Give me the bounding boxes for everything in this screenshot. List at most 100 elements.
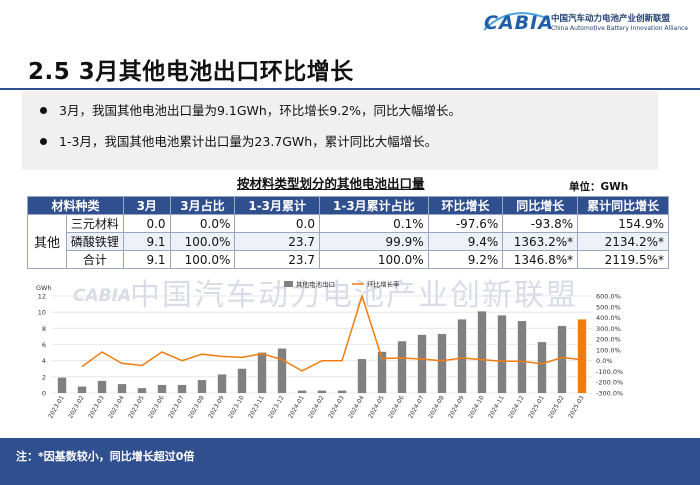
y2-tick-label: 100.0% <box>596 346 621 354</box>
table-cell: 1363.2%* <box>502 232 579 251</box>
bar <box>457 319 467 393</box>
x-tick-label: 2023-08 <box>187 394 206 419</box>
x-tick-label: 2023-12 <box>267 394 286 419</box>
footer-bar: 注：*因基数较小，同比增长超过0倍 <box>0 438 700 485</box>
bar <box>217 374 227 393</box>
x-tick-label: 2025-02 <box>547 394 566 419</box>
x-tick-label: 2024-04 <box>347 394 366 419</box>
y2-tick-label: 600.0% <box>596 293 621 301</box>
x-tick-label: 2023-09 <box>207 394 226 419</box>
y-tick-label: 12 <box>38 293 46 301</box>
logo-en-text: China Automotive Battery Innovation Alli… <box>551 25 689 32</box>
y-tick-label: 0 <box>42 390 46 398</box>
table-cell: 0.0 <box>122 214 171 233</box>
x-tick-label: 2023-03 <box>87 394 106 419</box>
y2-tick-label: -300.0% <box>596 390 623 398</box>
bar <box>577 319 587 393</box>
x-tick-label: 2024-11 <box>487 394 506 419</box>
bar <box>57 377 67 393</box>
legend-label: 环比增长率 <box>367 280 400 289</box>
bar <box>537 342 547 393</box>
y2-tick-label: -100.0% <box>596 368 623 376</box>
table-header-cell: 3月占比 <box>169 196 236 215</box>
logo-mark: CABIA <box>484 12 554 34</box>
table-row: 其他 三元材料 0.0 0.0% 0.0 0.1% -97.6% -93.8% … <box>27 214 669 269</box>
x-tick-label: 2024-07 <box>407 394 426 419</box>
y-tick-label: 10 <box>38 309 46 317</box>
y2-tick-label: 400.0% <box>596 314 621 322</box>
footer-note: 注：*因基数较小，同比增长超过0倍 <box>16 450 195 463</box>
x-tick-label: 2024-01 <box>287 394 306 419</box>
y-tick-label: 4 <box>42 357 46 365</box>
table-cell: -97.6% <box>427 214 504 233</box>
x-tick-label: 2024-08 <box>427 394 446 419</box>
bar <box>77 386 87 393</box>
bar <box>137 388 147 393</box>
bullet-panel: 3月，我国其他电池出口量为9.1GWh，环比增长9.2%，同比大幅增长。 1-3… <box>22 91 658 170</box>
bar <box>157 384 167 393</box>
x-tick-label: 2023-11 <box>247 394 266 419</box>
table-cell: 0.0% <box>169 214 236 233</box>
table-cell: 9.1 <box>122 250 171 269</box>
table-row: 合计 9.1 100.0% 23.7 100.0% 9.2% 1346.8%* … <box>28 250 669 269</box>
bar <box>477 311 487 393</box>
table-cell: 100.0% <box>319 250 429 269</box>
bullet-item: 1-3月，我国其他电池累计出口量为23.7GWh，累计同比大幅增长。 <box>40 131 437 150</box>
logo-cn-text: 中国汽车动力电池产业创新联盟 <box>551 14 671 24</box>
bar <box>397 341 407 393</box>
x-tick-label: 2024-12 <box>507 394 526 419</box>
x-tick-label: 2023-07 <box>167 394 186 419</box>
logo-swoosh-icon <box>483 12 547 31</box>
table-cell: 合计 <box>65 250 124 269</box>
bullet-item: 3月，我国其他电池出口量为9.1GWh，环比增长9.2%，同比大幅增长。 <box>40 100 461 119</box>
table-cell: 1346.8%* <box>502 250 579 269</box>
x-tick-label: 2023-01 <box>47 394 66 419</box>
x-tick-label: 2024-03 <box>327 394 346 419</box>
table-header-cell: 同比增长 <box>502 196 579 215</box>
x-tick-label: 2025-03 <box>567 394 586 419</box>
bar <box>437 333 447 393</box>
x-tick-label: 2024-05 <box>367 394 386 419</box>
bullet-dot-icon <box>40 138 47 145</box>
cabia-logo: CABIA 中国汽车动力电池产业创新联盟 China Automotive Ba… <box>483 10 694 38</box>
table-cell: 23.7 <box>234 232 321 251</box>
bar <box>237 368 247 393</box>
bar <box>337 390 347 393</box>
bar <box>97 380 107 393</box>
bullet-text: 3月，我国其他电池出口量为9.1GWh，环比增长9.2%，同比大幅增长。 <box>59 103 462 118</box>
header-bar: CABIA 中国汽车动力电池产业创新联盟 China Automotive Ba… <box>0 0 700 46</box>
x-tick-label: 2023-04 <box>107 394 126 419</box>
legend-swatch-bar <box>284 281 293 287</box>
table-cell: -93.8% <box>502 214 579 233</box>
page-title: 2.5 3月其他电池出口环比增长 <box>28 59 354 85</box>
bullet-text: 1-3月，我国其他电池累计出口量为23.7GWh，累计同比大幅增长。 <box>59 134 438 149</box>
y2-tick-label: -200.0% <box>596 379 623 387</box>
title-divider <box>0 88 700 90</box>
table-row: 磷酸铁锂 9.1 100.0% 23.7 99.9% 9.4% 1363.2%*… <box>28 232 669 251</box>
x-tick-label: 2023-10 <box>227 394 246 419</box>
table-cell: 100.0% <box>169 250 236 269</box>
bar <box>557 325 567 393</box>
y-tick-label: 8 <box>42 325 46 333</box>
bar <box>297 390 307 393</box>
x-tick-label: 2023-05 <box>127 394 146 419</box>
x-tick-label: 2023-06 <box>147 394 166 419</box>
bar <box>177 384 187 393</box>
y-axis-label: GWh <box>36 284 52 292</box>
table-cell: 0.1% <box>319 214 429 233</box>
table-header-row: 材料种类 3月 3月占比 1-3月累计 1-3月累计占比 环比增长 同比增长 累… <box>27 196 669 215</box>
x-tick-label: 2024-10 <box>467 394 486 419</box>
bar <box>317 390 327 393</box>
y2-tick-label: 200.0% <box>596 336 621 344</box>
table-header-cell: 环比增长 <box>427 196 504 215</box>
table-cell: 磷酸铁锂 <box>65 232 124 251</box>
bullet-dot-icon <box>40 107 47 114</box>
table-header-cell: 1-3月累计 <box>234 196 321 215</box>
y-tick-label: 2 <box>42 373 46 381</box>
table-cell: 23.7 <box>234 250 321 269</box>
table-header-cell: 材料种类 <box>27 196 124 215</box>
table-group-cell: 其他 <box>27 214 67 269</box>
legend-label: 其他电池出口 <box>296 280 335 289</box>
table-cell: 100.0% <box>169 232 236 251</box>
table-cell: 9.1 <box>122 232 171 251</box>
